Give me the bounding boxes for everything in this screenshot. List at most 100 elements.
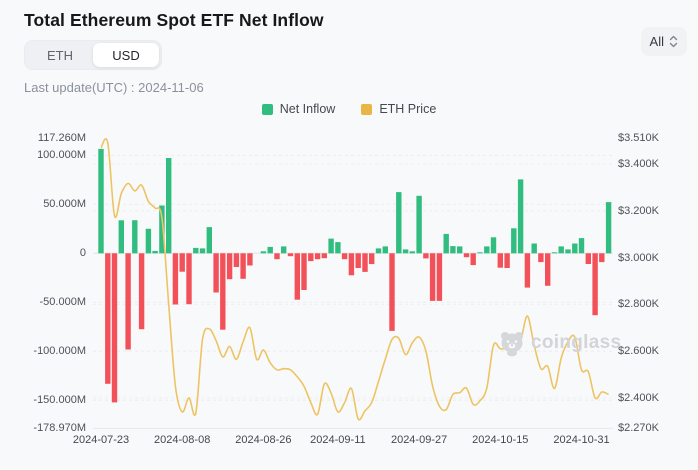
net-inflow-bar[interactable] bbox=[206, 227, 212, 254]
net-inflow-bar[interactable] bbox=[429, 253, 436, 301]
net-inflow-bar[interactable] bbox=[274, 253, 280, 260]
net-inflow-bar[interactable] bbox=[132, 220, 138, 254]
net-inflow-bar[interactable] bbox=[240, 253, 246, 279]
net-inflow-bar[interactable] bbox=[538, 253, 544, 263]
net-inflow-bar[interactable] bbox=[409, 251, 415, 254]
net-inflow-bar[interactable] bbox=[484, 246, 490, 254]
right-axis-tick: $3.200K bbox=[618, 204, 659, 217]
right-axis-tick: $3.510K bbox=[618, 132, 659, 145]
range-dropdown-value: All bbox=[649, 34, 664, 49]
net-inflow-bar[interactable] bbox=[233, 253, 240, 267]
legend-eth-price-label: ETH Price bbox=[379, 102, 437, 116]
net-inflow-bar[interactable] bbox=[592, 253, 598, 316]
right-axis-tick: $3.400K bbox=[618, 158, 659, 170]
net-inflow-bar[interactable] bbox=[524, 253, 531, 288]
net-inflow-bar[interactable] bbox=[490, 237, 497, 254]
legend-item-eth-price[interactable]: ETH Price bbox=[361, 102, 436, 116]
net-inflow-bar[interactable] bbox=[362, 253, 368, 272]
left-axis-tick: -100.000M bbox=[33, 345, 86, 358]
net-inflow-bar[interactable] bbox=[152, 250, 158, 254]
net-inflow-bar[interactable] bbox=[436, 253, 443, 301]
net-inflow-bar[interactable] bbox=[463, 253, 470, 258]
net-inflow-bar[interactable] bbox=[545, 253, 551, 286]
net-inflow-bar[interactable] bbox=[369, 253, 375, 265]
toggle-option-eth[interactable]: ETH bbox=[47, 47, 73, 63]
net-inflow-bar[interactable] bbox=[247, 253, 253, 266]
net-inflow-bar[interactable] bbox=[511, 228, 517, 254]
net-inflow-bar[interactable] bbox=[497, 253, 503, 268]
left-axis-tick: -178.970M bbox=[33, 422, 86, 435]
net-inflow-bar[interactable] bbox=[145, 228, 152, 254]
net-inflow-bar[interactable] bbox=[348, 253, 355, 276]
net-inflow-bar[interactable] bbox=[531, 243, 537, 254]
net-inflow-bar[interactable] bbox=[186, 253, 192, 305]
x-axis-tick: 2024-09-11 bbox=[310, 434, 366, 446]
net-inflow-bar[interactable] bbox=[301, 253, 307, 290]
net-inflow-bar[interactable] bbox=[321, 253, 327, 259]
net-inflow-bar[interactable] bbox=[341, 253, 348, 260]
net-inflow-bar[interactable] bbox=[450, 246, 456, 254]
currency-toggle[interactable]: ETH USD bbox=[24, 40, 162, 70]
range-dropdown[interactable]: All bbox=[640, 27, 687, 56]
net-inflow-bar[interactable] bbox=[159, 205, 165, 254]
net-inflow-bar[interactable] bbox=[375, 248, 382, 254]
net-inflow-bar[interactable] bbox=[605, 202, 612, 254]
legend-item-net-inflow[interactable]: Net Inflow bbox=[261, 102, 336, 116]
toggle-option-usd[interactable]: USD bbox=[93, 43, 159, 67]
legend-net-inflow-label: Net Inflow bbox=[279, 102, 336, 116]
eth-price-line bbox=[100, 138, 609, 421]
net-inflow-bar[interactable] bbox=[389, 253, 395, 331]
net-inflow-bar[interactable] bbox=[118, 220, 124, 254]
right-axis-tick: $2.600K bbox=[618, 345, 659, 358]
net-inflow-bar[interactable] bbox=[314, 253, 321, 260]
net-inflow-bar[interactable] bbox=[213, 253, 219, 293]
net-inflow-bar[interactable] bbox=[226, 253, 233, 280]
net-inflow-bar[interactable] bbox=[267, 246, 273, 254]
net-inflow-bar[interactable] bbox=[551, 252, 558, 254]
net-inflow-bar[interactable] bbox=[335, 242, 341, 254]
net-inflow-bar[interactable] bbox=[565, 249, 571, 254]
net-inflow-bar[interactable] bbox=[138, 253, 145, 330]
gridlines bbox=[93, 154, 613, 429]
net-inflow-bar[interactable] bbox=[179, 253, 185, 272]
net-inflow-bar[interactable] bbox=[578, 238, 585, 254]
net-inflow-bar[interactable] bbox=[193, 247, 199, 254]
net-inflow-bar[interactable] bbox=[328, 238, 334, 254]
net-inflow-bar[interactable] bbox=[599, 253, 605, 263]
net-inflow-bar[interactable] bbox=[457, 246, 463, 254]
net-inflow-bar[interactable] bbox=[281, 246, 287, 254]
net-inflow-bar[interactable] bbox=[111, 253, 118, 403]
net-inflow-bar[interactable] bbox=[287, 253, 294, 257]
net-inflow-bar[interactable] bbox=[260, 251, 267, 254]
net-inflow-bar[interactable] bbox=[572, 243, 578, 254]
x-axis-tick: 2024-08-26 bbox=[235, 434, 292, 446]
net-inflow-bar[interactable] bbox=[470, 253, 476, 266]
net-inflow-bar[interactable] bbox=[396, 192, 402, 254]
net-inflow-bar[interactable] bbox=[294, 253, 300, 300]
net-inflow-bar[interactable] bbox=[308, 253, 314, 262]
net-inflow-bar[interactable] bbox=[423, 253, 429, 259]
net-inflow-bar[interactable] bbox=[172, 253, 179, 305]
net-inflow-bar[interactable] bbox=[517, 179, 524, 254]
net-inflow-bar[interactable] bbox=[585, 253, 591, 264]
net-inflow-bar[interactable] bbox=[443, 233, 449, 254]
chevron-up-down-icon bbox=[669, 35, 678, 48]
net-inflow-bar[interactable] bbox=[402, 249, 409, 254]
x-axis-tick: 2024-10-15 bbox=[472, 434, 529, 446]
net-inflow-bar[interactable] bbox=[382, 246, 388, 254]
net-inflow-swatch-icon bbox=[261, 103, 273, 115]
net-inflow-bar[interactable] bbox=[166, 158, 172, 254]
net-inflow-bar[interactable] bbox=[220, 253, 226, 330]
net-inflow-bar[interactable] bbox=[98, 148, 104, 254]
net-inflow-bar[interactable] bbox=[504, 253, 510, 268]
net-inflow-bar[interactable] bbox=[477, 252, 483, 254]
net-inflow-bar[interactable] bbox=[199, 248, 206, 254]
net-inflow-bar[interactable] bbox=[558, 246, 564, 254]
net-inflow-bar[interactable] bbox=[355, 253, 361, 268]
net-inflow-bar[interactable] bbox=[416, 195, 422, 254]
chart-legend: Net Inflow ETH Price bbox=[0, 102, 698, 116]
left-axis-tick: 0 bbox=[79, 247, 86, 260]
net-inflow-bar[interactable] bbox=[125, 253, 131, 350]
net-inflow-bar[interactable] bbox=[105, 253, 111, 384]
